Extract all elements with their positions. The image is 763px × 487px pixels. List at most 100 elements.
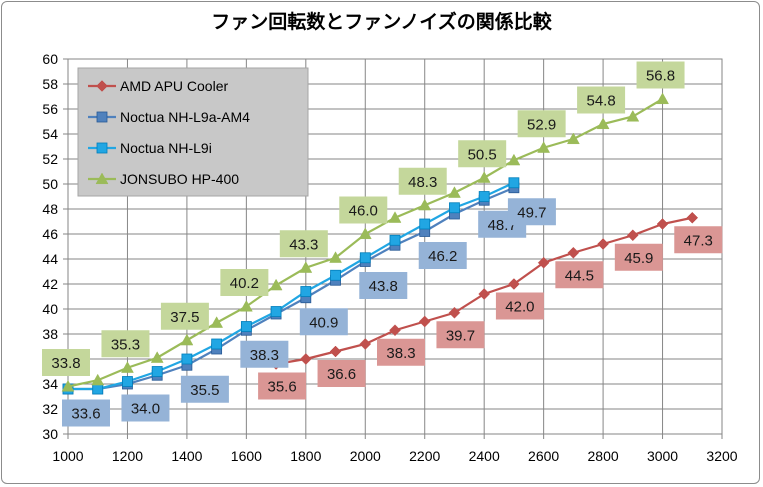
data-point (91, 373, 105, 386)
data-point (537, 141, 551, 153)
data-label: 33.8 (42, 349, 90, 376)
legend: AMD APU Cooler Noctua NH-L9a-AM4 Noctua NH… (77, 67, 309, 197)
data-point (329, 251, 342, 263)
data-point (181, 353, 193, 365)
data-label-box (101, 330, 150, 358)
y-tick-label: 48 (42, 201, 58, 217)
data-label-box (121, 394, 170, 422)
data-point (300, 286, 312, 297)
data-label: 35.5 (180, 375, 229, 403)
data-label: 43.3 (279, 230, 328, 258)
data-label: 42.0 (495, 292, 544, 320)
series-layer (61, 92, 699, 395)
y-tick-label: 30 (42, 426, 58, 442)
data-label-text: 48.3 (408, 174, 437, 191)
data-point (656, 92, 669, 105)
data-label-box (62, 399, 110, 427)
data-label-text: 36.6 (327, 366, 356, 383)
data-label-box (180, 375, 229, 403)
data-point (211, 338, 223, 350)
chart-title: ファン回転数とファンノイズの関係比較 (211, 11, 552, 33)
data-label: 38.3 (377, 338, 425, 366)
data-label: 46.0 (339, 196, 388, 224)
data-label-text: 46.0 (349, 203, 378, 220)
data-label-box (42, 349, 90, 376)
legend-entry: Noctua NH-L9a-AM4 (88, 109, 250, 125)
data-label: 40.9 (299, 308, 348, 336)
data-point (330, 269, 341, 281)
x-tick-label: 1000 (52, 448, 83, 464)
data-label: 46.2 (418, 242, 467, 269)
data-label-box (279, 230, 328, 258)
data-point (507, 153, 521, 166)
data-point (210, 316, 224, 328)
data-label-text: 33.6 (71, 406, 100, 423)
data-point (122, 376, 133, 387)
y-tick-label: 40 (42, 301, 58, 317)
data-label-text: 42.0 (505, 299, 534, 316)
data-label-box (495, 292, 544, 320)
data-point (151, 366, 163, 377)
data-point (448, 306, 461, 319)
data-point (299, 353, 312, 365)
data-label-box (507, 198, 556, 226)
data-label: 38.3 (240, 340, 289, 368)
data-point (92, 383, 104, 395)
data-label-text: 37.5 (170, 309, 199, 326)
x-tick-label: 3000 (647, 448, 678, 464)
data-point (270, 306, 282, 317)
y-tick-label: 34 (42, 376, 58, 392)
data-label-text: 35.3 (111, 336, 140, 353)
data-point (478, 288, 491, 300)
y-tick-label: 38 (42, 326, 58, 342)
data-label-box (418, 242, 467, 269)
series-amd-apu-cooler (270, 211, 699, 370)
data-point (61, 379, 75, 392)
data-label: 49.7 (507, 198, 556, 226)
data-label: 34.0 (121, 394, 170, 422)
data-point (626, 109, 640, 122)
data-label-box (258, 372, 307, 400)
data-point (508, 278, 520, 290)
data-label: 52.9 (517, 110, 566, 138)
data-label: 45.9 (614, 243, 663, 271)
data-point (449, 202, 460, 214)
data-point (269, 278, 283, 291)
data-point (419, 218, 431, 230)
legend-label: JONSUBO HP-400 (120, 171, 239, 187)
data-label: 48.3 (398, 167, 447, 195)
data-label: 35.3 (101, 330, 150, 358)
legend-entry: AMD APU Cooler (88, 78, 228, 94)
x-tick-label: 2200 (409, 448, 440, 464)
data-label: 56.8 (636, 61, 685, 89)
data-label-text: 43.3 (289, 236, 318, 253)
series-line (68, 181, 515, 391)
data-point (626, 229, 639, 242)
axis-layer: 3032343638404244464850525456586010001200… (42, 51, 737, 464)
data-point (478, 191, 490, 202)
data-label-box (555, 261, 604, 289)
data-label-box (436, 321, 485, 349)
x-tick-label: 3200 (706, 448, 737, 464)
data-label-box (377, 338, 425, 366)
x-tick-label: 2600 (528, 448, 559, 464)
data-point (150, 351, 164, 363)
data-label-box (317, 360, 366, 387)
data-point (299, 261, 313, 273)
data-label: 44.5 (555, 261, 604, 289)
x-tick-label: 1600 (231, 448, 262, 464)
data-point (508, 177, 520, 189)
data-point (597, 238, 609, 250)
data-label: 50.5 (458, 140, 507, 168)
data-point (477, 171, 491, 183)
data-point (448, 186, 461, 198)
y-tick-label: 60 (42, 51, 58, 67)
data-label-box (359, 272, 408, 299)
y-tick-label: 52 (42, 151, 58, 167)
legend-swatch-marker (95, 172, 109, 185)
data-label-box (517, 110, 566, 138)
data-label: 40.2 (220, 269, 269, 296)
x-tick-label: 2800 (588, 448, 619, 464)
y-tick-label: 56 (42, 101, 58, 117)
data-point (418, 315, 431, 328)
